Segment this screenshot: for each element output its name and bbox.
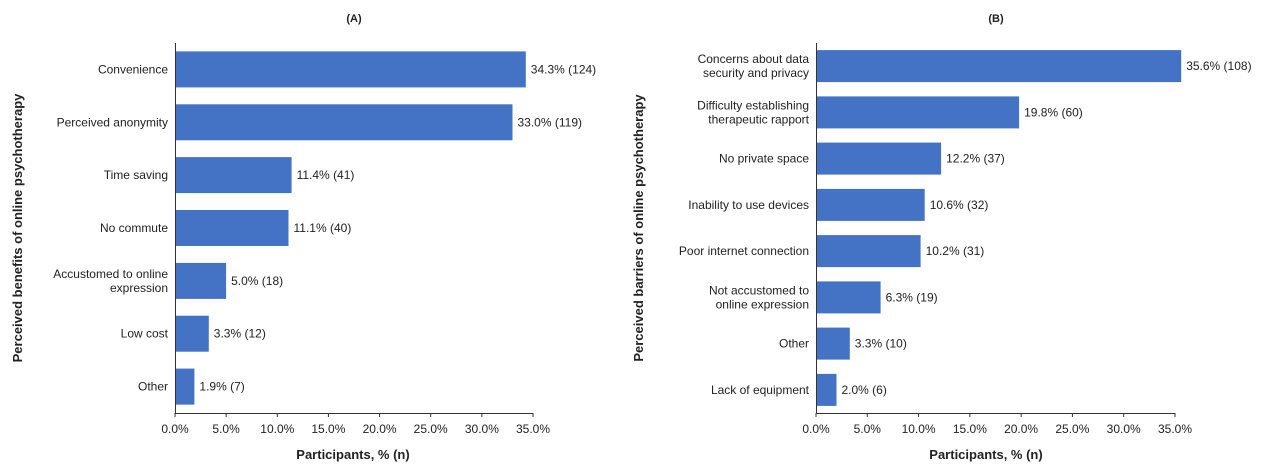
data-label: 33.0% (119)	[518, 115, 582, 129]
x-tick-label: 35.0%	[516, 422, 550, 436]
x-tick-label: 35.0%	[1158, 422, 1192, 436]
x-axis-title: Participants, % (n)	[929, 447, 1042, 462]
x-tick-label: 0.0%	[802, 422, 830, 436]
bar	[816, 96, 1020, 129]
category-label: Lack of equipment	[711, 383, 810, 397]
y-axis-title: Perceived benefits of online psychothera…	[10, 93, 25, 363]
category-label: therapeutic rapport	[708, 112, 809, 126]
x-tick-label: 10.0%	[260, 422, 294, 436]
category-label: Other	[138, 380, 168, 394]
category-label: No commute	[100, 221, 168, 235]
category-label: Poor internet connection	[679, 244, 809, 258]
category-label: security and privacy	[703, 66, 809, 80]
bar	[816, 188, 925, 221]
x-tick-label: 20.0%	[363, 422, 397, 436]
bar	[816, 281, 881, 314]
category-label: Inability to use devices	[688, 198, 809, 212]
x-axis-title: Participants, % (n)	[296, 447, 409, 462]
category-label: Convenience	[98, 62, 168, 76]
bar	[816, 50, 1182, 83]
bar	[175, 104, 513, 141]
category-label: No private space	[719, 152, 809, 166]
y-axis-title: Perceived barriers of online psychothera…	[631, 94, 646, 362]
data-label: 19.8% (60)	[1024, 105, 1083, 119]
x-tick-label: 30.0%	[1107, 422, 1141, 436]
bar	[175, 210, 289, 246]
category-label: Other	[779, 337, 809, 351]
data-label: 35.6% (108)	[1186, 59, 1251, 73]
panel-title: (A)	[346, 13, 362, 25]
category-label: Perceived anonymity	[57, 115, 168, 129]
category-label: Not accustomed to	[709, 283, 809, 297]
bar	[175, 157, 292, 194]
data-label: 1.9% (7)	[199, 380, 244, 394]
data-label: 6.3% (19)	[886, 290, 938, 304]
bar	[175, 315, 209, 352]
category-label: Time saving	[104, 168, 168, 182]
data-label: 11.4% (41)	[297, 168, 355, 182]
data-label: 34.3% (124)	[531, 62, 596, 76]
category-label: Difficulty establishing	[697, 98, 809, 112]
data-label: 10.6% (32)	[930, 198, 989, 212]
x-tick-label: 15.0%	[953, 422, 987, 436]
x-tick-label: 5.0%	[854, 422, 882, 436]
data-label: 12.2% (37)	[946, 152, 1005, 166]
x-tick-label: 10.0%	[902, 422, 936, 436]
category-label: Concerns about data	[698, 52, 810, 66]
data-label: 5.0% (18)	[231, 274, 283, 288]
category-label: expression	[110, 281, 168, 295]
x-tick-label: 25.0%	[1055, 422, 1089, 436]
panel-title: (B)	[988, 13, 1004, 25]
panel-a: (A) Convenience 34.3% (124) Perceived anony…	[10, 13, 596, 462]
bar	[816, 327, 850, 360]
x-tick-label: 30.0%	[465, 422, 499, 436]
data-label: 2.0% (6)	[842, 383, 887, 397]
x-tick-label: 15.0%	[311, 422, 345, 436]
x-tick-label: 25.0%	[414, 422, 448, 436]
x-tick-label: 5.0%	[212, 422, 240, 436]
bar	[175, 262, 227, 299]
category-label: online expression	[716, 297, 809, 311]
x-tick-label: 0.0%	[161, 422, 189, 436]
bar	[175, 51, 526, 88]
bar	[816, 373, 837, 406]
bar	[175, 368, 195, 405]
data-label: 3.3% (10)	[855, 337, 907, 351]
data-label: 3.3% (12)	[214, 327, 266, 341]
data-label: 11.1% (40)	[294, 221, 352, 235]
data-label: 10.2% (31)	[926, 244, 985, 258]
category-label: Low cost	[121, 327, 169, 341]
bar	[816, 235, 921, 268]
x-tick-label: 20.0%	[1004, 422, 1038, 436]
bar	[816, 142, 942, 175]
category-label: Accustomed to online	[53, 267, 168, 281]
